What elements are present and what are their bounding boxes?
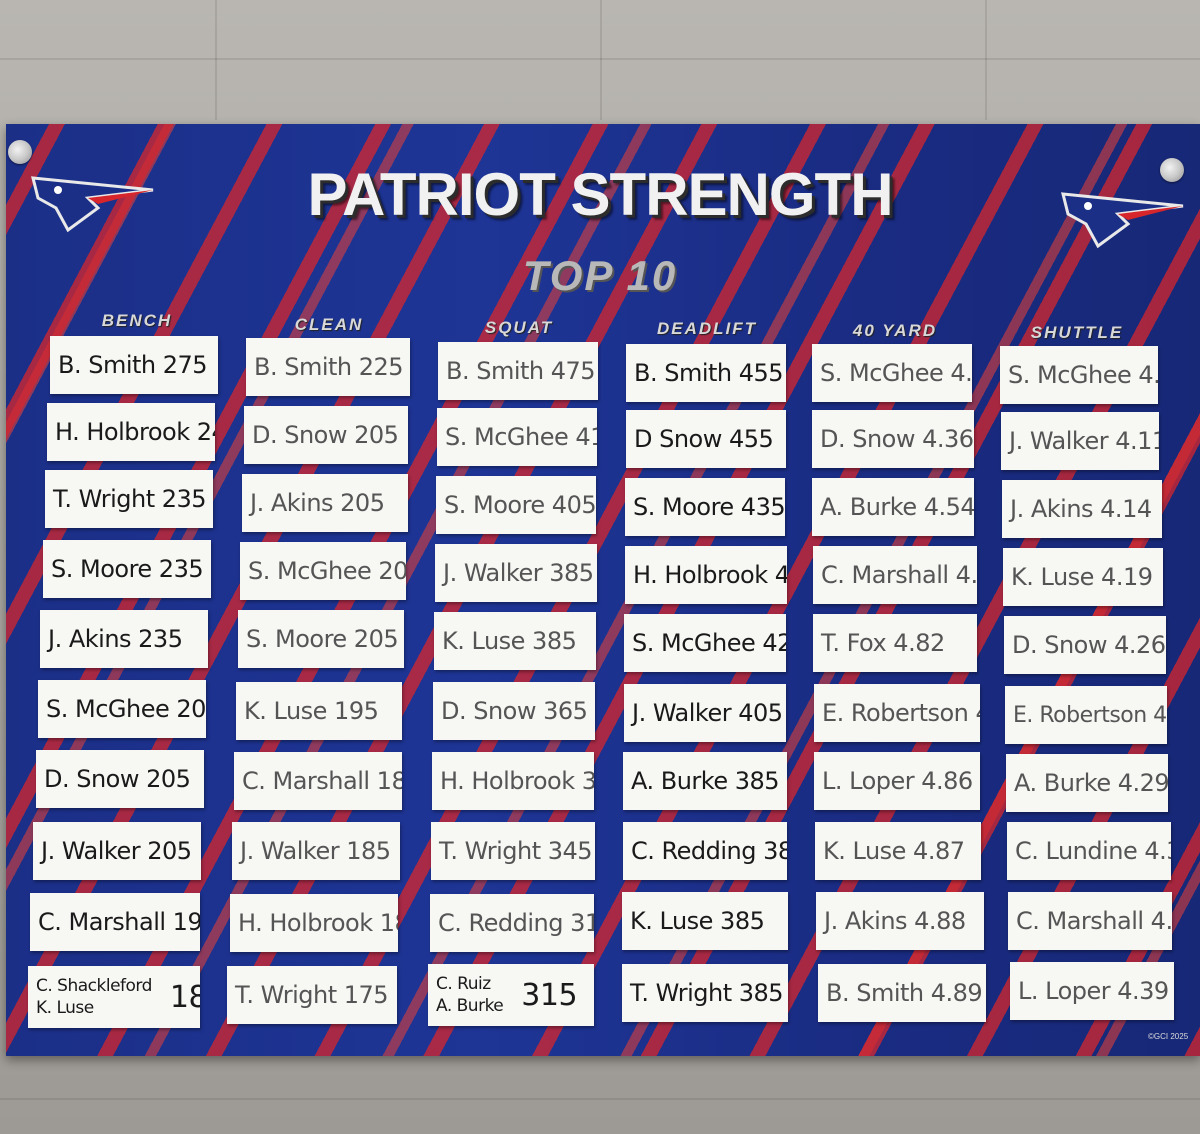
squat-entry-2: S. McGhee 415 — [437, 408, 597, 466]
clean-entry-3: J. Akins 205 — [242, 474, 408, 532]
bench-tie-entry: C. Shackleford K. Luse 185 — [36, 975, 200, 1019]
header-squat: SQUAT — [484, 318, 554, 337]
forty-yard-entry-8: K. Luse 4.87 — [815, 822, 981, 880]
clean-entry-5: S. Moore 205 — [238, 610, 404, 668]
squat-tie-entry: C. Ruiz A. Burke 315 — [436, 973, 594, 1017]
patriots-logo-left — [31, 176, 154, 233]
forty-yard-entry-3: A. Burke 4.54 — [812, 478, 974, 536]
wall-seam — [0, 58, 1200, 60]
wall-seam — [600, 0, 602, 120]
deadlift-entry-4: H. Holbrook 425 — [625, 546, 787, 604]
shuttle-entry-8: C. Lundine 4.34 — [1007, 822, 1171, 880]
deadlift-entry-1: B. Smith 455 — [626, 344, 786, 402]
bench-entry-9: C. Marshall 195 — [30, 893, 200, 951]
squat-tie-names: C. Ruiz A. Burke — [436, 973, 504, 1017]
shuttle-entry-1: S. McGhee 4.07 — [1000, 346, 1158, 404]
bench-entry-4: S. Moore 235 — [43, 540, 211, 598]
bench-tie-names: C. Shackleford K. Luse — [36, 975, 152, 1019]
squat-entry-5: K. Luse 385 — [434, 612, 596, 670]
squat-entry-7: H. Holbrook 365 — [432, 752, 594, 810]
squat-entry-8: T. Wright 345 — [431, 822, 595, 880]
clean-entry-9: H. Holbrook 185 — [230, 894, 398, 952]
deadlift-entry-8: C. Redding 385 — [623, 822, 787, 880]
screw-icon — [8, 140, 32, 164]
wall-seam — [215, 0, 217, 120]
forty-yard-entry-2: D. Snow 4.36 — [812, 410, 974, 468]
wall-seam — [0, 1098, 1200, 1100]
forty-yard-entry-6: E. Robertson 4.86 — [814, 684, 980, 742]
forty-yard-entry-4: C. Marshall 4.72 — [813, 546, 977, 604]
squat-entry-9: C. Redding 315 — [430, 894, 594, 952]
shuttle-entry-10: L. Loper 4.39 — [1010, 962, 1174, 1020]
forty-yard-entry-9: J. Akins 4.88 — [816, 892, 984, 950]
patriots-logo-right — [1061, 192, 1184, 249]
deadlift-entry-3: S. Moore 435 — [625, 478, 785, 536]
forty-yard-entry-1: S. McGhee 4.34 — [812, 344, 972, 402]
squat-entry-4: J. Walker 385 — [435, 544, 597, 602]
shuttle-entry-9: C. Marshall 4.34 — [1008, 892, 1172, 950]
clean-entry-8: J. Walker 185 — [232, 822, 400, 880]
bench-tie-name-1: C. Shackleford — [36, 976, 152, 996]
header-clean: CLEAN — [294, 315, 364, 334]
clean-entry-1: B. Smith 225 — [246, 338, 410, 396]
header-bench: BENCH — [101, 311, 173, 330]
squat-tie-name-2: A. Burke — [436, 996, 504, 1016]
bench-tie-value: 185 — [169, 979, 200, 1015]
bench-entry-3: T. Wright 235 — [45, 470, 213, 528]
deadlift-entry-5: S. McGhee 425 — [624, 614, 786, 672]
bench-entry-7: D. Snow 205 — [36, 750, 204, 808]
shuttle-entry-2: J. Walker 4.11 — [1001, 412, 1159, 470]
squat-tie-name-1: C. Ruiz — [436, 974, 491, 994]
bench-entry-10: C. Shackleford K. Luse 185 — [28, 966, 200, 1028]
screw-icon — [1160, 158, 1184, 182]
deadlift-entry-6: J. Walker 405 — [624, 684, 786, 742]
wall-seam — [985, 0, 987, 120]
header-shuttle: SHUTTLE — [1030, 323, 1124, 342]
bench-entry-5: J. Akins 235 — [40, 610, 208, 668]
header-deadlift: DEADLIFT — [656, 319, 758, 338]
bench-entry-2: H. Holbrook 245 — [47, 403, 215, 461]
shuttle-entry-6: E. Robertson 4.26 — [1005, 686, 1167, 744]
shuttle-entry-5: D. Snow 4.26 — [1004, 616, 1166, 674]
shuttle-entry-3: J. Akins 4.14 — [1002, 480, 1162, 538]
header-40-yard: 40 YARD — [852, 321, 938, 340]
clean-entry-2: D. Snow 205 — [244, 406, 408, 464]
squat-entry-3: S. Moore 405 — [436, 476, 596, 534]
deadlift-entry-9: K. Luse 385 — [622, 892, 788, 950]
bench-entry-1: B. Smith 275 — [50, 336, 218, 394]
forty-yard-entry-7: L. Loper 4.86 — [814, 752, 980, 810]
forty-yard-entry-10: B. Smith 4.89 — [818, 964, 986, 1022]
clean-entry-4: S. McGhee 205 — [240, 542, 406, 600]
bench-entry-6: S. McGhee 205 — [38, 680, 206, 738]
bench-tie-name-2: K. Luse — [36, 998, 94, 1018]
bench-entry-8: J. Walker 205 — [33, 822, 201, 880]
squat-entry-1: B. Smith 475 — [438, 342, 598, 400]
squat-tie-value: 315 — [521, 977, 578, 1013]
forty-yard-entry-5: T. Fox 4.82 — [813, 614, 977, 672]
clean-entry-7: C. Marshall 185 — [234, 752, 402, 810]
squat-entry-6: D. Snow 365 — [433, 682, 595, 740]
board-title: PATRIOT STRENGTH — [307, 161, 893, 228]
deadlift-entry-7: A. Burke 385 — [623, 752, 787, 810]
clean-entry-6: K. Luse 195 — [236, 682, 402, 740]
squat-entry-10: C. Ruiz A. Burke 315 — [428, 964, 594, 1026]
shuttle-entry-4: K. Luse 4.19 — [1003, 548, 1163, 606]
board-subtitle: TOP 10 — [522, 252, 678, 299]
deadlift-entry-2: D Snow 455 — [626, 410, 786, 468]
copyright-text: ©GCI 2025 — [1148, 1032, 1189, 1041]
clean-entry-10: T. Wright 175 — [227, 966, 397, 1024]
shuttle-entry-7: A. Burke 4.29 — [1006, 754, 1168, 812]
deadlift-entry-10: T. Wright 385 — [622, 964, 788, 1022]
